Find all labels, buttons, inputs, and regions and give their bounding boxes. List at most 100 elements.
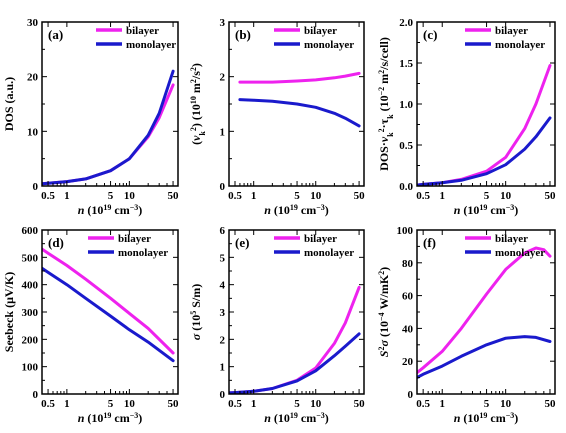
series-line-monolayer <box>417 335 552 380</box>
x-tick-label: 50 <box>544 398 556 410</box>
legend-label-monolayer: monolayer <box>495 39 545 51</box>
y-tick-label: 3 <box>220 17 226 29</box>
legend: bilayer monolayer <box>96 25 176 51</box>
x-tick-label: 0.5 <box>41 190 55 202</box>
x-tick-label: 0.5 <box>228 190 242 202</box>
panel-label: (d) <box>48 235 64 250</box>
y-axis-label: (vk2) (1010 m2/s2) <box>189 63 207 145</box>
panel-f: 0.5 1 5 10 50 0 20 40 60 80 100 (f) bilayer monolayer… <box>377 225 556 425</box>
x-tick-label: 10 <box>500 398 512 410</box>
x-tick-label: 5 <box>294 398 300 410</box>
x-tick-label: 0.5 <box>416 398 430 410</box>
legend: bilayer monolayer <box>465 233 545 259</box>
legend-label-bilayer: bilayer <box>304 25 337 37</box>
series-line-monolayer <box>417 116 552 186</box>
legend-label-monolayer: monolayer <box>495 247 545 259</box>
x-tick-label: 10 <box>310 190 322 202</box>
x-tick-label: 5 <box>484 398 490 410</box>
x-axis-label: n (1019 cm−3) <box>78 203 143 218</box>
x-tick-label: 50 <box>544 190 556 202</box>
panel-a: 0.5 1 5 10 50 0 10 20 30 (a) bilayer monolayer n (10… <box>2 17 179 217</box>
series-line-bilayer <box>42 247 175 355</box>
legend-label-monolayer: monolayer <box>126 39 176 51</box>
y-tick-label: 1 <box>220 362 226 374</box>
x-tick-label: 5 <box>108 398 114 410</box>
y-tick-label: 4 <box>220 280 226 292</box>
y-tick-label: 2.0 <box>399 17 413 29</box>
y-axis-label: S2σ (10−4 W/mK2) <box>377 267 392 357</box>
y-axis-label: DOS·vk2·τk (10−2 m2/s/cell) <box>377 37 395 171</box>
series-line-monolayer <box>238 98 361 128</box>
legend-label-bilayer: bilayer <box>126 25 159 37</box>
panel-label: (e) <box>235 235 249 250</box>
x-tick-label: 10 <box>500 190 512 202</box>
series-line-monolayer <box>229 332 361 394</box>
x-tick-label: 0.5 <box>41 398 55 410</box>
y-tick-label: 40 <box>402 323 414 335</box>
y-tick-label: 20 <box>27 72 39 84</box>
y-tick-label: 1.5 <box>399 58 413 70</box>
y-tick-label: 1.0 <box>399 99 413 111</box>
x-tick-label: 50 <box>354 398 366 410</box>
panel-label: (a) <box>48 27 63 42</box>
series-line-bilayer <box>229 285 361 394</box>
panel-label: (b) <box>235 27 251 42</box>
x-tick-label: 1 <box>439 398 445 410</box>
legend-label-monolayer: monolayer <box>304 247 354 259</box>
x-tick-label: 0.5 <box>416 190 430 202</box>
series-line-monolayer <box>42 266 175 363</box>
y-tick-label: 2 <box>220 334 226 346</box>
y-tick-label: 0.5 <box>399 140 413 152</box>
x-tick-label: 50 <box>168 190 180 202</box>
y-tick-label: 100 <box>22 362 39 374</box>
y-tick-label: 0 <box>33 389 39 401</box>
y-axis-label: DOS (a.u.) <box>2 77 16 131</box>
x-tick-label: 10 <box>124 398 136 410</box>
x-tick-label: 1 <box>251 398 257 410</box>
x-axis-label: n (1019 cm−3) <box>264 203 329 218</box>
y-tick-label: 6 <box>220 225 226 237</box>
y-tick-label: 300 <box>22 307 39 319</box>
panel-e: 0.5 1 5 10 50 0 1 2 3 4 5 6 (e) bilayer monolayer n (10… <box>189 225 366 425</box>
y-tick-label: 500 <box>22 252 39 264</box>
x-tick-label: 5 <box>294 190 300 202</box>
x-tick-label: 50 <box>354 190 366 202</box>
legend-label-bilayer: bilayer <box>495 25 528 37</box>
x-tick-label: 10 <box>124 190 136 202</box>
panel-label: (f) <box>423 235 436 250</box>
panel-b: 0.5 1 5 10 50 0 1 2 3 (b) bilayer monolayer n (1019 … <box>189 17 366 217</box>
y-tick-label: 0 <box>220 181 226 193</box>
y-tick-label: 20 <box>402 356 414 368</box>
y-tick-label: 600 <box>22 225 39 237</box>
x-tick-label: 1 <box>251 190 257 202</box>
panel-c: 0.5 1 5 10 500.00.51.01.52.0(c) bilayermonola… <box>377 17 556 217</box>
panel-label: (c) <box>423 27 437 42</box>
x-tick-label: 0.5 <box>228 398 242 410</box>
legend: bilayer monolayer <box>274 25 354 51</box>
y-tick-label: 0.0 <box>399 181 413 193</box>
y-tick-label: 2 <box>220 72 226 84</box>
x-axis-label: n (1019 cm−3) <box>454 203 519 218</box>
x-tick-label: 5 <box>484 190 490 202</box>
series-line-monolayer <box>42 69 175 186</box>
legend: bilayer monolayer <box>88 233 168 259</box>
x-tick-label: 1 <box>64 398 70 410</box>
y-tick-label: 10 <box>27 126 39 138</box>
legend-label-bilayer: bilayer <box>118 233 151 245</box>
x-tick-label: 50 <box>168 398 180 410</box>
y-axis-label: Seebeck (μV/K) <box>2 272 16 352</box>
x-tick-label: 5 <box>108 190 114 202</box>
series-line-bilayer <box>238 71 361 84</box>
legend-label-monolayer: monolayer <box>118 247 168 259</box>
y-tick-label: 0 <box>220 389 226 401</box>
y-tick-label: 200 <box>22 334 39 346</box>
x-tick-label: 10 <box>310 398 322 410</box>
x-tick-label: 1 <box>64 190 70 202</box>
y-tick-label: 3 <box>220 307 226 319</box>
y-axis-label: σ (105 S/m) <box>189 284 204 340</box>
y-tick-label: 5 <box>220 252 226 264</box>
y-tick-label: 100 <box>397 225 414 237</box>
x-axis-label: n (1019 cm−3) <box>454 411 519 426</box>
x-axis-label: n (1019 cm−3) <box>264 411 329 426</box>
